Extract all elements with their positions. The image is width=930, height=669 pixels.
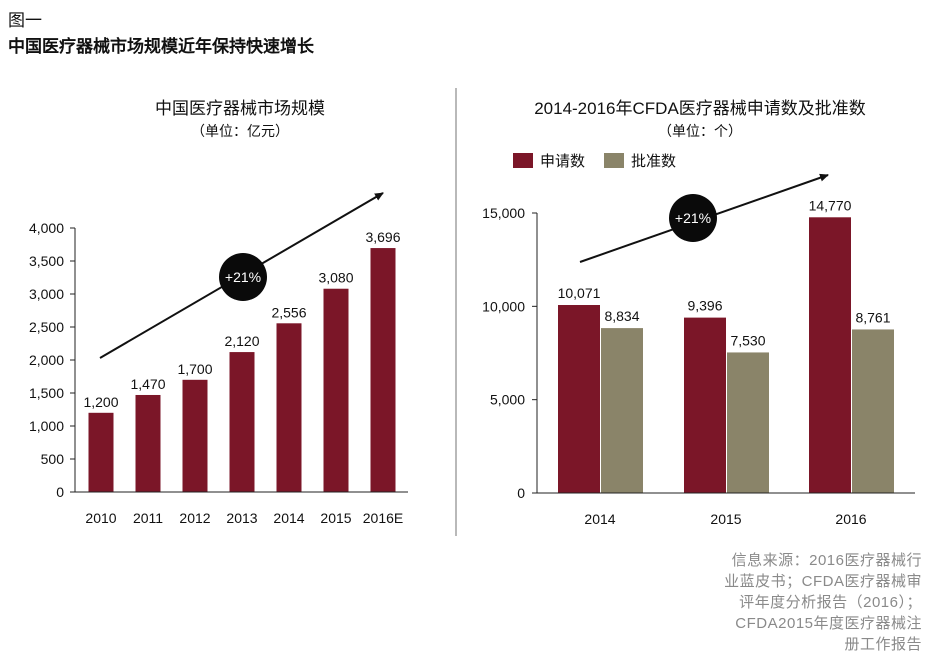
left-chart-title: 中国医疗器械市场规模: [155, 99, 325, 118]
left-bars: 1,200 1,470 1,700 2,120 2,556 3,080 3,696: [83, 229, 401, 492]
left-x-tick-label: 2011: [133, 510, 163, 526]
left-y-tick-label: 1,500: [29, 385, 64, 401]
left-bar-value-label: 3,080: [318, 270, 353, 286]
left-bar-value-label: 1,470: [130, 376, 165, 392]
chart-divider: [455, 88, 457, 536]
right-bar-approvals-2015: [727, 352, 769, 493]
right-chart-title: 2014-2016年CFDA医疗器械申请数及批准数: [534, 99, 866, 118]
left-x-tick-label: 2015: [320, 510, 351, 526]
figure-label: 图一: [8, 11, 42, 31]
right-y-tick-label: 15,000: [482, 205, 525, 221]
legend-swatch-approvals: [604, 153, 624, 168]
left-bar-2011: [135, 394, 161, 492]
left-y-tick-label: 3,500: [29, 253, 64, 269]
right-y-tick-label: 5,000: [490, 392, 525, 408]
source-note: 信息来源：2016医疗器械行业蓝皮书；CFDA医疗器械审评年度分析报告（2016…: [724, 552, 922, 653]
right-y-tick-label: 10,000: [482, 298, 525, 314]
right-y-axis-ticks: 0 5,000 10,000 15,000: [482, 205, 537, 501]
left-y-tick-label: 3,000: [29, 286, 64, 302]
right-bar-value-label: 10,071: [558, 285, 601, 301]
left-growth-label: +21%: [225, 269, 261, 285]
right-x-tick-label: 2016: [835, 511, 866, 527]
right-bar-value-label: 14,770: [809, 197, 852, 213]
left-bar-2012: [182, 379, 208, 492]
left-bar-value-label: 3,696: [365, 229, 400, 245]
left-x-tick-label: 2014: [273, 510, 304, 526]
right-y-tick-label: 0: [517, 485, 525, 501]
legend-label-applications: 申请数: [540, 153, 585, 170]
left-y-tick-label: 2,500: [29, 319, 64, 335]
right-bar-approvals-2014: [601, 328, 643, 493]
left-bar-2015: [323, 288, 349, 492]
right-bar-value-label: 8,761: [855, 309, 890, 325]
left-y-tick-label: 0: [56, 484, 64, 500]
legend-swatch-applications: [513, 153, 533, 168]
left-y-tick-label: 500: [41, 451, 65, 467]
legend-label-approvals: 批准数: [631, 153, 676, 170]
left-x-tick-label: 2016E: [363, 510, 403, 526]
right-bar-approvals-2016: [852, 329, 894, 493]
left-bar-value-label: 2,556: [271, 304, 306, 320]
left-x-tick-label: 2013: [226, 510, 257, 526]
right-x-axis-labels: 2014 2015 2016: [584, 511, 866, 527]
right-x-tick-label: 2015: [710, 511, 741, 527]
right-chart-subtitle: （单位：个）: [658, 123, 742, 139]
left-x-tick-label: 2010: [85, 510, 116, 526]
left-bar-value-label: 2,120: [224, 333, 259, 349]
left-bar-value-label: 1,200: [83, 394, 118, 410]
right-bar-value-label: 8,834: [604, 308, 639, 324]
left-x-axis-labels: 2010 2011 2012 2013 2014 2015 2016E: [85, 510, 403, 526]
left-y-tick-label: 2,000: [29, 352, 64, 368]
left-y-tick-label: 4,000: [29, 220, 64, 236]
right-bar-applications-2016: [809, 217, 851, 493]
left-chart-subtitle: （单位：亿元）: [191, 123, 289, 139]
right-x-tick-label: 2014: [584, 511, 615, 527]
left-bar-2014: [276, 323, 302, 492]
right-bar-applications-2014: [558, 305, 600, 493]
left-bar-2016E: [370, 248, 396, 492]
left-y-axis-ticks: 0 500 1,000 1,500 2,000 2,500 3,000 3,500 4,000: [29, 220, 75, 500]
left-growth-badge: [219, 253, 267, 301]
figure-title: 中国医疗器械市场规模近年保持快速增长: [8, 37, 314, 57]
right-growth-badge: [669, 194, 717, 242]
right-growth-label: +21%: [675, 210, 711, 226]
left-bar-2013: [229, 352, 255, 492]
left-x-tick-label: 2012: [179, 510, 210, 526]
cfda-applications-chart: 2014-2016年CFDA医疗器械申请数及批准数 （单位：个） 申请数 批准数…: [482, 99, 915, 527]
right-bar-value-label: 7,530: [730, 332, 765, 348]
left-bar-value-label: 1,700: [177, 361, 212, 377]
right-bar-applications-2015: [684, 317, 726, 493]
left-y-tick-label: 1,000: [29, 418, 64, 434]
right-bar-value-label: 9,396: [687, 298, 722, 314]
left-bar-2010: [88, 412, 114, 492]
market-size-chart: 中国医疗器械市场规模 （单位：亿元） 0 500 1,000 1,500 2,000 2,…: [29, 99, 408, 526]
